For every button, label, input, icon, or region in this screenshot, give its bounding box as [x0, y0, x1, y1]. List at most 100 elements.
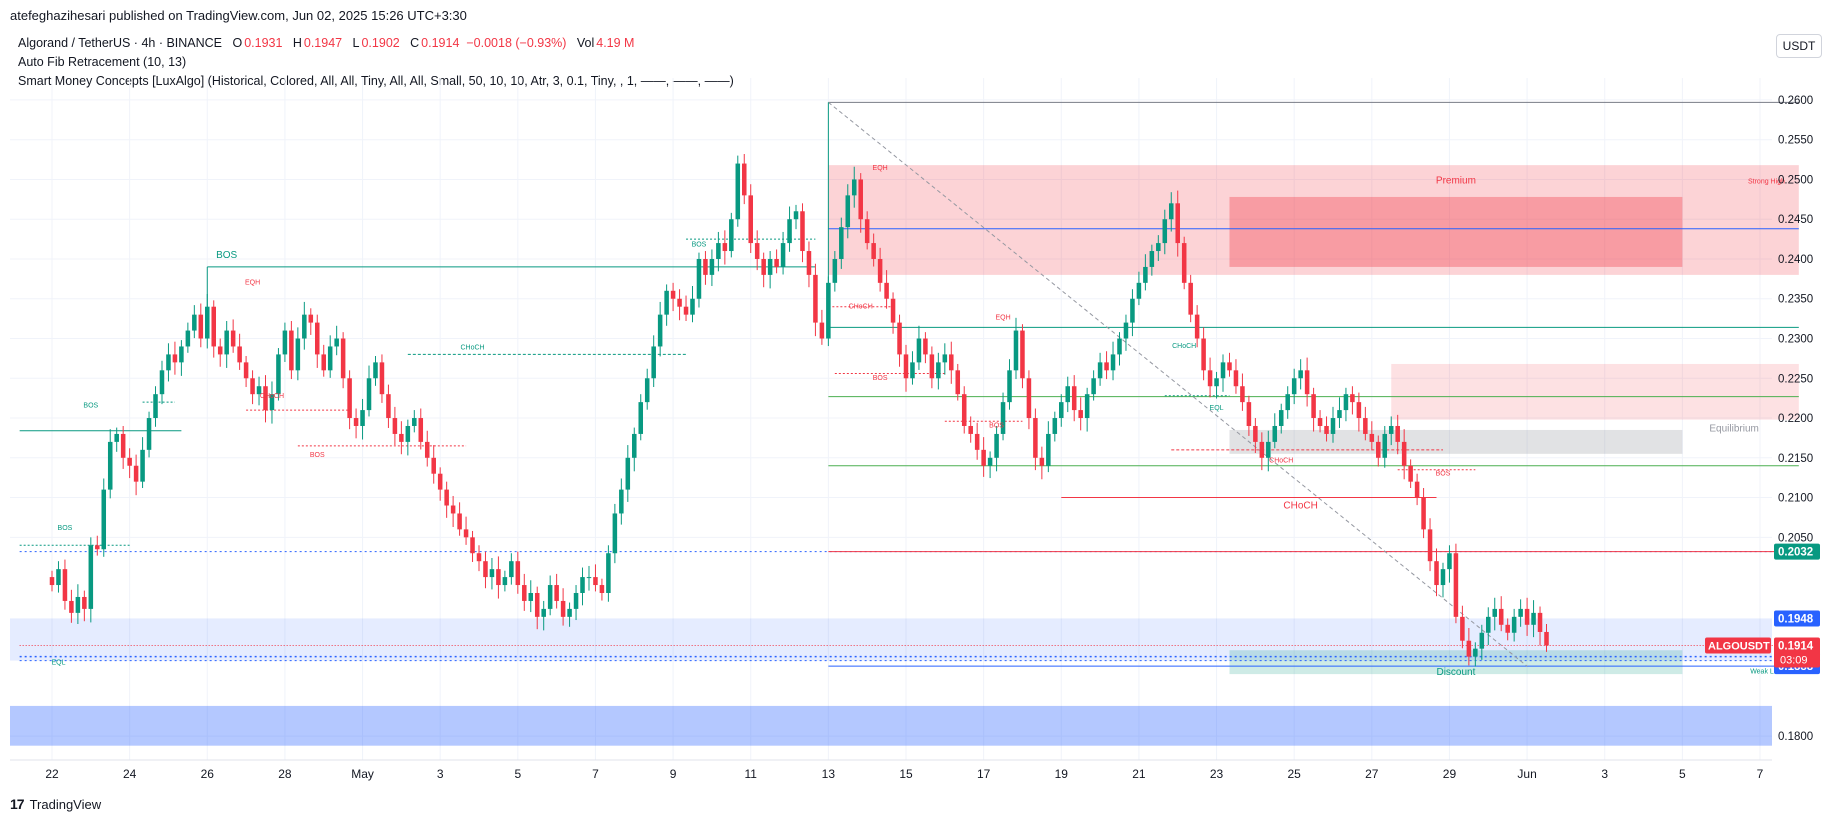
candle-body	[347, 378, 352, 419]
candle-body	[1395, 425, 1400, 442]
candle-body	[1181, 243, 1187, 283]
candle-body	[994, 433, 999, 458]
candle-body	[269, 394, 275, 411]
candle-body	[1143, 266, 1148, 283]
candle-body	[1330, 418, 1336, 434]
candle-body	[120, 433, 126, 458]
candle-body	[1401, 441, 1407, 466]
candle-body	[1324, 425, 1329, 434]
time-tick: 5	[1679, 767, 1686, 781]
open-value: 0.1931	[244, 36, 283, 50]
candle-body	[1531, 612, 1536, 625]
price-tick: 0.2500	[1778, 174, 1813, 186]
candle-body	[515, 561, 521, 586]
candle-body	[1382, 433, 1388, 458]
time-tick: 26	[201, 767, 215, 781]
candle-body	[321, 354, 326, 371]
candle-body	[133, 465, 139, 482]
candle-body	[463, 529, 469, 538]
symbol-row[interactable]: Algorand / TetherUS · 4h · BINANCE O 0.19…	[18, 34, 734, 53]
price-tick: 0.1800	[1778, 731, 1813, 743]
candle-body	[1207, 370, 1213, 387]
candle-body	[638, 402, 644, 434]
candle-body	[923, 338, 928, 355]
discount-zone	[1229, 650, 1683, 675]
candle-body	[431, 457, 436, 474]
low-value: 0.1902	[361, 36, 400, 50]
candle-body	[1104, 362, 1109, 371]
candle-body	[1039, 457, 1045, 466]
candle-body	[729, 219, 734, 252]
candle-body	[961, 394, 967, 426]
brand-name: TradingView	[29, 796, 102, 812]
annotation-label: EQL	[51, 660, 65, 667]
candle-body	[282, 330, 288, 355]
tradingview-logo[interactable]: 17	[10, 796, 25, 812]
time-tick: 19	[1055, 767, 1069, 781]
candle-body	[780, 243, 786, 267]
candle-body	[289, 330, 294, 371]
candle-body	[1071, 386, 1077, 411]
candle-body	[224, 330, 229, 355]
candle-body	[1052, 418, 1058, 434]
candle-body	[560, 600, 566, 617]
candle-body	[877, 258, 883, 283]
candle-body	[903, 354, 909, 379]
candle-body	[819, 322, 825, 339]
candle-body	[114, 433, 119, 442]
candle-body	[308, 314, 314, 323]
time-tick: 27	[1365, 767, 1379, 781]
candle-body	[101, 489, 107, 550]
candle-body	[1091, 378, 1096, 395]
equilibrium-zone	[1229, 429, 1683, 454]
candle-body	[444, 489, 449, 506]
candle-body	[1285, 394, 1290, 411]
volume-value: 4.19 M	[596, 36, 635, 50]
candle-body	[664, 290, 669, 315]
currency-button[interactable]: USDT	[1776, 34, 1822, 58]
annotation-label: BOS	[310, 452, 325, 459]
chart-legend: Algorand / TetherUS · 4h · BINANCE O 0.19…	[18, 34, 734, 91]
candle-body	[256, 386, 262, 395]
indicator-smc[interactable]: Smart Money Concepts [LuxAlgo] (Historic…	[18, 74, 734, 88]
candle-body	[56, 569, 61, 586]
annotation-label: CHoCH	[460, 345, 484, 352]
candle-body	[677, 298, 682, 307]
candle-body	[1007, 370, 1012, 403]
candle-body	[1259, 441, 1265, 458]
annotation-label: Strong High	[1748, 178, 1785, 185]
candle-body	[910, 362, 915, 379]
annotation-label: BOS	[692, 241, 707, 248]
price-tick: 0.2300	[1778, 334, 1813, 346]
candle-body	[1440, 569, 1446, 586]
candle-body	[1078, 410, 1083, 419]
high-value: 0.1947	[303, 36, 343, 50]
annotation-label: EQH	[873, 165, 888, 172]
price-label-box	[1774, 543, 1820, 560]
candle-body	[554, 585, 559, 601]
candle-body	[502, 577, 508, 586]
time-tick: 5	[514, 767, 521, 781]
symbol-name[interactable]: Algorand / TetherUS · 4h · BINANCE	[18, 36, 223, 50]
annotation-label: CHoCH	[1172, 343, 1196, 350]
candle-body	[897, 322, 902, 355]
indicator-fib[interactable]: Auto Fib Retracement (10, 13)	[18, 55, 187, 69]
candle-body	[386, 394, 391, 419]
candle-body	[327, 346, 333, 371]
candle-body	[644, 378, 650, 403]
candle-body	[619, 489, 624, 514]
price-tick: 0.2100	[1778, 493, 1813, 505]
time-tick: 9	[670, 767, 677, 781]
symbol-label-text: ALGOUSDT	[1708, 640, 1770, 652]
zones	[10, 165, 1799, 746]
annotation-label: BOS	[216, 250, 237, 261]
candle-body	[1201, 338, 1206, 371]
candle-body	[696, 258, 702, 299]
candle-body	[1363, 418, 1368, 434]
candle-body	[1427, 529, 1433, 562]
candle-body	[250, 378, 255, 395]
annotation-label: Weak Low	[1750, 668, 1783, 675]
time-tick: 7	[592, 767, 599, 781]
candle-body	[767, 258, 773, 275]
